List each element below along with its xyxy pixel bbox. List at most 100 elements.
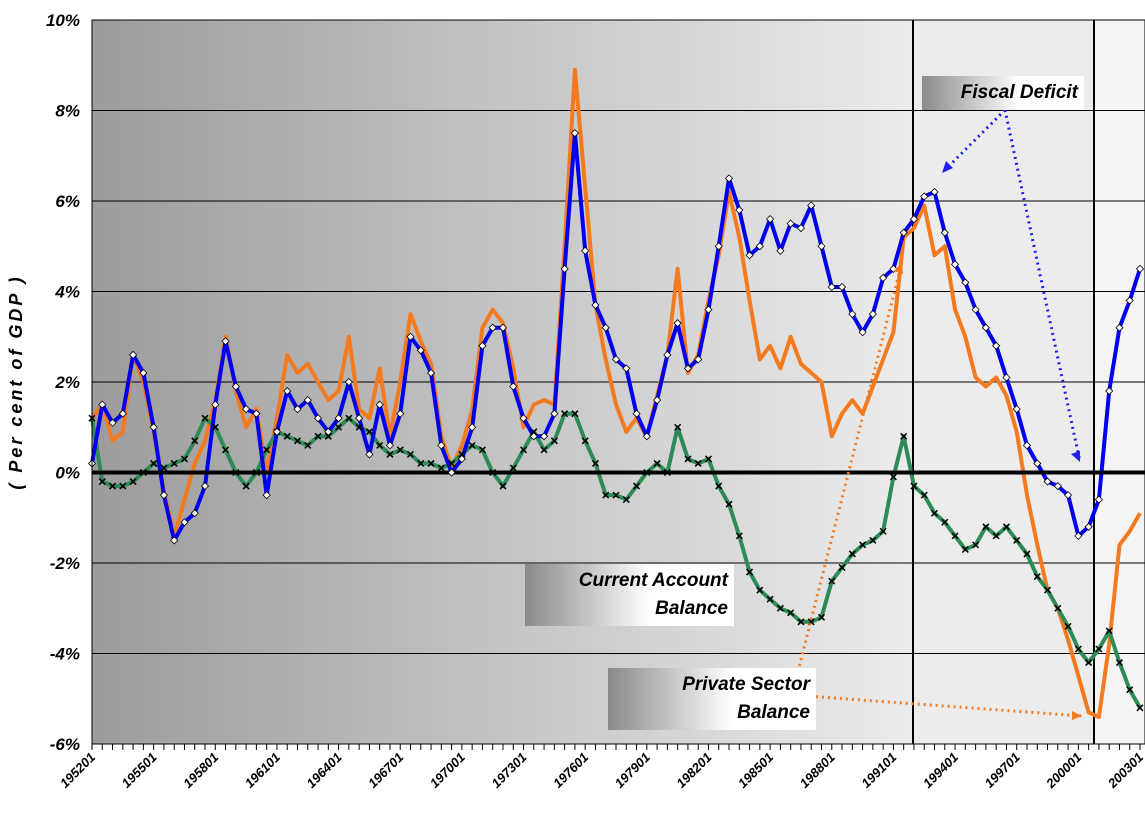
point-marker (889, 264, 898, 273)
point-marker (1054, 604, 1062, 612)
point-marker (540, 446, 548, 454)
point-marker (899, 228, 908, 237)
point-marker (448, 459, 456, 467)
point-marker (160, 464, 168, 472)
point-marker (868, 310, 877, 319)
annotation: Private Sector Balance (608, 668, 816, 730)
point-marker (673, 319, 682, 328)
point-marker (396, 409, 405, 418)
point-marker (941, 518, 949, 526)
point-marker (324, 432, 332, 440)
point-marker (222, 446, 230, 454)
point-marker (745, 251, 754, 260)
point-marker (252, 468, 260, 477)
x-tick-label: 195801 (180, 750, 221, 791)
point-marker (1043, 477, 1052, 486)
point-marker (643, 468, 651, 477)
x-tick-label: 198801 (797, 750, 838, 791)
point-marker (365, 450, 374, 459)
point-marker (416, 346, 425, 355)
point-marker (283, 432, 291, 440)
point-marker (376, 441, 384, 449)
x-tick-label: 200001 (1042, 750, 1084, 792)
point-marker (149, 423, 158, 432)
point-marker (180, 455, 189, 463)
point-marker (283, 386, 292, 396)
point-marker (859, 541, 867, 549)
point-marker (930, 509, 939, 517)
point-marker (344, 377, 353, 387)
point-marker (756, 586, 764, 594)
point-marker (488, 323, 497, 332)
point-marker (766, 215, 775, 224)
point-marker (920, 491, 928, 499)
point-marker (951, 532, 959, 540)
point-marker (766, 595, 774, 603)
point-marker (1094, 495, 1103, 504)
annotation-arrows (790, 108, 1083, 720)
point-marker (509, 464, 517, 472)
point-marker (252, 409, 261, 418)
annotation: Current Account Balance (525, 564, 734, 626)
point-marker (529, 432, 538, 441)
point-marker (406, 332, 415, 341)
point-marker (1074, 531, 1083, 540)
y-tick-label: 6% (55, 192, 80, 211)
point-marker (992, 532, 1000, 540)
point-marker (602, 491, 610, 499)
point-marker (571, 410, 579, 418)
point-marker (406, 450, 415, 458)
point-marker (129, 350, 138, 359)
point-marker (570, 129, 579, 138)
point-marker (458, 450, 466, 458)
point-marker (982, 523, 990, 531)
point-marker (591, 459, 599, 467)
point-marker (109, 482, 117, 490)
point-marker (1074, 645, 1082, 653)
point-marker (561, 410, 569, 418)
point-marker (797, 618, 805, 626)
point-marker (293, 405, 302, 414)
point-marker (345, 414, 353, 422)
point-marker (796, 224, 806, 233)
point-marker (622, 496, 630, 504)
point-marker (900, 432, 908, 440)
point-marker (468, 423, 477, 432)
point-marker (170, 459, 178, 467)
point-marker (303, 396, 312, 405)
x-tick-label: 199701 (982, 750, 1023, 791)
point-marker (293, 437, 302, 445)
point-marker (540, 432, 549, 441)
point-marker (1013, 536, 1021, 544)
point-marker (858, 328, 867, 337)
point-marker (324, 427, 333, 436)
point-marker (386, 450, 394, 458)
point-marker (581, 246, 590, 255)
point-marker (776, 604, 784, 612)
point-marker (981, 323, 990, 332)
point-marker (498, 323, 508, 332)
point-marker (1136, 704, 1144, 712)
point-marker (674, 423, 682, 431)
point-marker (971, 305, 980, 314)
point-marker (837, 282, 847, 292)
point-marker (221, 337, 230, 346)
point-marker (437, 464, 445, 472)
x-tick-label: 197601 (550, 750, 591, 791)
point-marker (746, 568, 754, 576)
point-marker (139, 368, 148, 378)
point-marker (201, 414, 209, 422)
point-marker (530, 428, 538, 436)
point-marker (180, 518, 189, 527)
point-marker (550, 409, 559, 418)
point-marker (776, 246, 785, 255)
x-tick-label: 197001 (427, 750, 468, 791)
point-marker (725, 500, 733, 508)
point-marker (714, 242, 723, 251)
point-marker (663, 468, 671, 477)
point-marker (848, 550, 856, 558)
point-marker (365, 428, 373, 436)
point-marker (1126, 686, 1134, 694)
point-marker (385, 441, 395, 450)
